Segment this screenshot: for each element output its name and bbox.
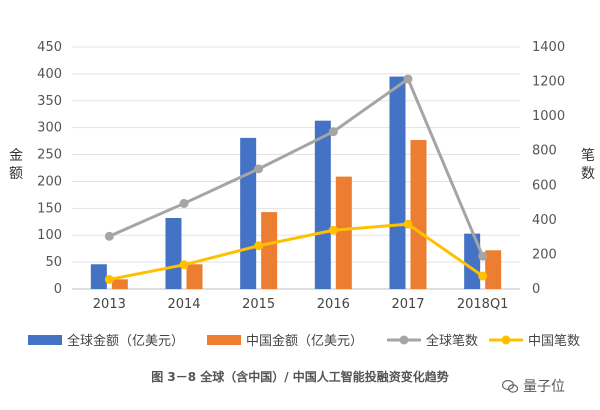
y-tick-label: 250: [37, 148, 62, 163]
gridlines: [72, 46, 520, 290]
y-tick-label: 400: [37, 67, 62, 82]
data-point: [478, 271, 488, 281]
y2-tick-label: 1000: [532, 109, 565, 124]
data-point: [179, 198, 189, 208]
y-axis-title: 金额: [9, 148, 23, 182]
bar: [261, 212, 278, 289]
bar: [186, 264, 203, 289]
bar: [111, 279, 128, 289]
y2-axis-title: 笔数: [581, 148, 595, 182]
series-line: [109, 222, 484, 281]
y2-tick-label: 0: [532, 282, 540, 297]
bar: [314, 120, 331, 289]
data-point: [328, 225, 338, 235]
y-tick-label: 200: [37, 174, 62, 189]
bar: [240, 137, 257, 289]
wechat-icon: [502, 379, 518, 393]
legend-item: 中国金额（亿美元）: [207, 333, 363, 349]
data-point: [104, 274, 114, 284]
legend-item: 全球金额（亿美元）: [28, 333, 184, 349]
bar: [90, 264, 107, 289]
series-line: [108, 77, 485, 257]
data-point: [254, 241, 264, 251]
y2-tick-label: 200: [532, 247, 557, 262]
data-point: [403, 219, 413, 229]
y2-tick-label: 400: [532, 213, 557, 228]
y2-tick-label: 600: [532, 178, 557, 193]
legend-item: 中国笔数: [489, 333, 580, 349]
axis-titles: 金额 笔数: [9, 148, 595, 182]
data-point: [328, 127, 338, 137]
watermark: 量子位: [502, 376, 565, 396]
y-tick-label: 350: [37, 94, 62, 109]
y2-tick-label: 1200: [532, 75, 565, 90]
y-tick-label: 150: [37, 201, 62, 216]
bar: [335, 176, 352, 289]
x-tick-label: 2017: [391, 297, 424, 312]
legend-item: 全球笔数: [387, 333, 478, 349]
x-tick-label: 2016: [317, 297, 350, 312]
lines: [104, 74, 488, 284]
y-tick-label: 0: [54, 282, 62, 297]
y-tick-label: 300: [37, 121, 62, 136]
x-tick-label: 2018Q1: [457, 297, 509, 312]
bars: [90, 76, 502, 289]
y-tick-label: 100: [37, 228, 62, 243]
legend-label: 中国金额（亿美元）: [246, 333, 363, 349]
watermark-text: 量子位: [523, 379, 565, 395]
bar: [389, 76, 406, 289]
y-tick-label: 450: [37, 40, 62, 55]
bar: [410, 140, 427, 289]
data-point: [478, 251, 488, 261]
bar: [464, 233, 481, 289]
x-tick-label: 2014: [167, 297, 200, 312]
data-point: [254, 164, 264, 174]
y-tick-label: 50: [45, 255, 62, 270]
bar: [165, 218, 182, 289]
data-point: [403, 74, 413, 84]
data-point: [179, 260, 189, 270]
x-tick-label: 2015: [242, 297, 275, 312]
x-tick-labels: 2013 2014 2015 2016 2017 2018Q1: [93, 297, 509, 312]
y2-tick-label: 800: [532, 144, 557, 159]
y2-tick-labels: 0 200 400 600 800 1000 1200 1400: [532, 40, 565, 297]
figure-caption: 图 3－8 全球（含中国）/ 中国人工智能投融资变化趋势: [151, 370, 449, 384]
y2-tick-label: 1400: [532, 40, 565, 55]
x-tick-label: 2013: [93, 297, 126, 312]
legend-label: 中国笔数: [528, 333, 580, 349]
y-tick-labels: 0 50 100 150 200 250 300 350 400 450: [37, 40, 62, 297]
legend-label: 全球笔数: [426, 333, 478, 349]
legend-label: 全球金额（亿美元）: [67, 333, 184, 349]
bar: [485, 250, 502, 289]
data-point: [104, 231, 114, 241]
legend: 全球金额（亿美元） 中国金额（亿美元） 全球笔数 中国笔数: [28, 333, 580, 349]
